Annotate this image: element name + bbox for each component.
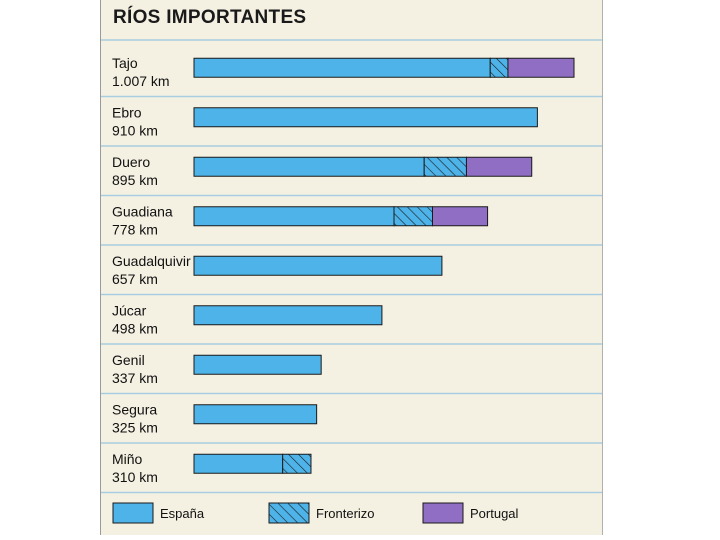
chart-panel: RÍOS IMPORTANTES Tajo 1.007 km Ebro 910 km D…: [100, 0, 603, 535]
bar-españa: [193, 255, 443, 276]
bar-españa: [193, 305, 383, 326]
river-name-label: Duero: [112, 154, 150, 170]
bar-portugal: [431, 206, 489, 227]
river-length-label: 657 km: [112, 271, 158, 287]
river-length-label: 778 km: [112, 221, 158, 237]
bar-españa: [193, 206, 395, 227]
chart-title: RÍOS IMPORTANTES: [113, 7, 307, 28]
river-name-label: Guadalquivir: [112, 253, 191, 269]
bar-portugal: [465, 156, 533, 177]
river-length-label: 895 km: [112, 172, 158, 188]
legend-label-portugal: Portugal: [470, 506, 519, 521]
bar-españa: [193, 404, 318, 425]
bar-portugal: [507, 57, 575, 78]
river-length-label: 498 km: [112, 320, 158, 336]
bar-fronterizo: [393, 206, 433, 227]
bar-españa: [193, 156, 425, 177]
bar-españa: [193, 354, 322, 375]
river-length-label: 310 km: [112, 469, 158, 485]
river-name-label: Miño: [112, 451, 143, 467]
legend-swatch-fronterizo: [268, 502, 310, 524]
river-name-label: Genil: [112, 352, 145, 368]
legend-swatch-portugal: [422, 502, 464, 524]
bar-españa: [193, 107, 538, 128]
river-name-label: Ebro: [112, 104, 142, 120]
river-length-label: 1.007 km: [112, 73, 170, 89]
bar-fronterizo: [489, 57, 509, 78]
bar-fronterizo: [282, 453, 312, 474]
bar-españa: [193, 453, 284, 474]
bar-españa: [193, 57, 491, 78]
bar-chart: Tajo 1.007 km Ebro 910 km Duero 895 km Guadian…: [101, 39, 602, 524]
river-length-label: 325 km: [112, 419, 158, 435]
bar-fronterizo: [423, 156, 467, 177]
river-name-label: Guadiana: [112, 203, 173, 219]
legend-swatch-españa: [112, 502, 154, 524]
river-name-label: Júcar: [112, 302, 147, 318]
legend-label-españa: España: [160, 506, 205, 521]
river-length-label: 910 km: [112, 122, 158, 138]
river-name-label: Segura: [112, 401, 157, 417]
river-length-label: 337 km: [112, 370, 158, 386]
river-name-label: Tajo: [112, 55, 138, 71]
legend-label-fronterizo: Fronterizo: [316, 506, 375, 521]
